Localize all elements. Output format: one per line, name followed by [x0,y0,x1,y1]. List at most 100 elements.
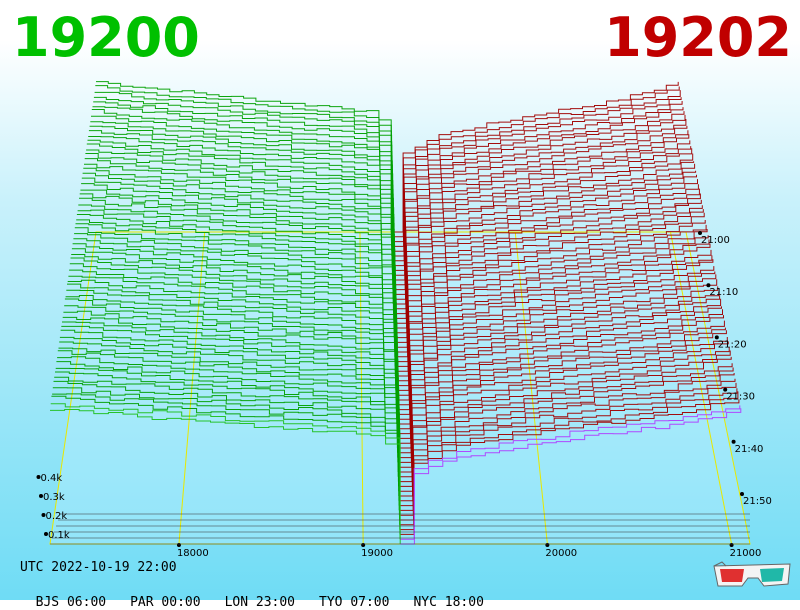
bid-depth-line [55,367,400,506]
ask-depth-line [396,255,713,401]
bid-depth-line [94,91,392,242]
bid-depth-line [79,197,395,348]
bid-depth-line [76,214,396,362]
ask-depth-line [393,170,697,319]
time-tick [731,439,736,444]
ask-depth-line [391,97,682,247]
ask-depth-line [396,266,715,411]
bid-depth-line [52,387,401,525]
volume-tick [39,494,43,498]
ask-depth-line [395,243,711,391]
ask-depth-line [398,337,728,478]
bid-depth-line [89,125,393,276]
ask-depth-line [394,212,705,363]
city-time-tyo: TYO 07:00 [319,595,390,610]
bid-depth-line [56,361,400,501]
bid-depth-line [55,371,400,511]
time-tick [740,492,744,496]
bid-depth-line [50,409,401,544]
utc-time: UTC 2022-10-19 22:00 [20,560,177,575]
ask-depth-line [394,184,699,334]
ask-depth-line [392,119,687,271]
bid-depth-line [91,115,393,266]
price-tick-label: 19000 [361,548,393,559]
city-time-bjs: BJS 06:00 [35,595,107,610]
ask-depth-line [393,163,696,315]
bid-depth-line [65,295,398,439]
ask-depth-line [398,327,726,468]
ask-depth-line [398,350,731,492]
bid-depth-line [61,325,399,468]
price-gridline [669,231,733,545]
bid-depth-line [88,136,394,285]
ask-depth-line [391,81,679,233]
bid-depth-line [85,153,394,304]
bid-depth-line [72,243,397,391]
bid-depth-line [80,189,395,338]
ask-depth-line [398,341,729,483]
volume-tick-label: 0.1k [48,530,70,541]
ask-depth-line [398,356,732,497]
ask-depth-line [399,388,738,526]
ask-depth-line [393,179,698,329]
time-tick [706,283,711,288]
ask-depth-line [399,391,739,531]
ask-depth-line [394,188,700,339]
bid-depth-line [70,257,397,405]
bid-depth-line [62,316,399,458]
ask-depth-line [395,220,706,367]
ask-depth-line [398,363,733,502]
bid-depth-line [91,109,393,261]
ask-depth-line [395,249,712,396]
time-tick-label: 21:20 [718,339,747,350]
bid-depth-line [59,336,399,477]
bid-depth-line [79,193,395,343]
ask-depth-line [392,130,689,281]
ask-depth-line [399,382,737,521]
bid-depth-line [50,403,401,540]
city-times: BJS 06:00 PAR 00:00 LON 23:00 TYO 07:00 NYC … [20,580,508,610]
bid-depth-line [71,248,397,396]
ask-depth-line [398,330,727,473]
bid-depth-line [59,341,399,482]
city-time-nyc: NYC 18:00 [413,595,484,610]
ask-depth-line [395,235,709,382]
bid-depth-line [81,183,395,333]
ask-depth-line [396,271,716,415]
bid-depth-line [86,149,394,300]
ask-depth-line [396,274,717,420]
ask-depth-line [399,373,735,511]
ask-depth-line [393,148,693,300]
volume-tick-label: 0.2k [46,511,68,522]
bid-depth-line [68,275,398,420]
ask-depth-line [394,193,701,343]
bid-depth-line [58,347,399,487]
ask-depth-line [398,346,730,487]
ask-depth-line [397,295,721,439]
ask-depth-line [397,315,724,459]
bid-depth-line [57,350,400,492]
bid-depth-line [52,393,401,530]
ask-depth-line [391,107,684,257]
time-tick-label: 21:10 [709,287,738,298]
bid-depth-line [54,376,400,516]
time-tick-label: 21:30 [726,392,755,403]
bid-depth-line [51,395,401,535]
ask-depth-line [392,140,691,291]
bid-depth-line [88,130,393,280]
ask-depth-line [391,90,681,243]
ask-depth-line [399,367,734,507]
ask-depth-line [392,111,685,262]
bid-depth-line [84,163,394,314]
volume-tick [41,513,46,517]
ask-depth-line [397,320,725,463]
time-tick-label: 21:40 [735,444,764,455]
bid-depth-line [95,85,392,237]
bid-depth-line [64,305,398,448]
bid-depth-line [62,321,399,463]
ask-depth-line [395,239,710,387]
city-time-par: PAR 00:00 [130,595,201,610]
ask-depth-line [397,291,720,435]
3d-glasses-icon[interactable] [712,560,792,590]
